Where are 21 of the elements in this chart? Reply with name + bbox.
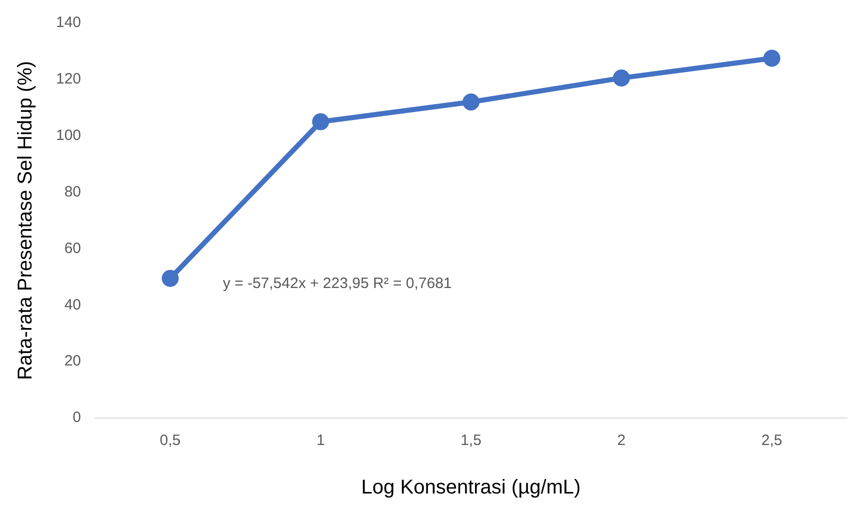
y-tick-label: 60 [64,240,82,257]
x-tick-label: 0,5 [160,432,181,450]
x-axis-title: Log Konsentrasi (µg/mL) [361,476,581,499]
point [462,94,480,110]
x-tick-label: 2,5 [761,432,782,450]
y-tick-label: 0 [72,409,82,426]
y-tick-label: 20 [64,352,82,370]
y-axis-title: Rata-rata Presentase Sel Hidup (%) [14,60,37,380]
y-tick-label: 120 [56,70,82,88]
y-tick-label: 40 [64,296,82,314]
point [763,50,780,67]
annotation: y = -57,542x + 223,95 R² = 0,7681 [222,274,452,292]
x-tick-label: 1,5 [460,432,482,450]
y-tick-label: 140 [56,14,82,32]
point [612,70,630,87]
point [312,113,330,130]
y-tick-label: 80 [64,183,82,200]
x-tick-label: 1 [316,432,325,450]
y-tick-label: 100 [56,127,82,144]
point [162,270,179,287]
x-tick-label: 2 [617,432,626,450]
